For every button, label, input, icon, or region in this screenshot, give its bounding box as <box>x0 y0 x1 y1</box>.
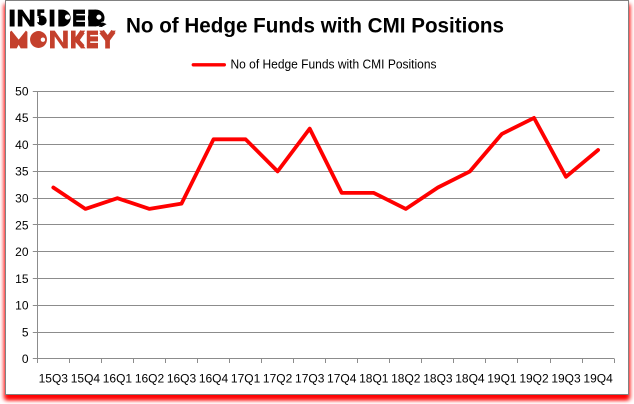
svg-text:17Q2: 17Q2 <box>263 372 293 386</box>
svg-text:16Q3: 16Q3 <box>167 372 197 386</box>
svg-text:No of Hedge Funds with CMI Pos: No of Hedge Funds with CMI Positions <box>126 13 504 37</box>
svg-text:18Q4: 18Q4 <box>455 372 485 386</box>
svg-text:15Q4: 15Q4 <box>71 372 101 386</box>
svg-text:19Q4: 19Q4 <box>583 372 613 386</box>
svg-text:5: 5 <box>22 325 29 339</box>
svg-text:17Q1: 17Q1 <box>231 372 261 386</box>
svg-text:15Q3: 15Q3 <box>39 372 69 386</box>
svg-text:19Q3: 19Q3 <box>551 372 581 386</box>
svg-text:19Q1: 19Q1 <box>487 372 517 386</box>
svg-text:17Q4: 17Q4 <box>327 372 357 386</box>
svg-text:18Q1: 18Q1 <box>359 372 389 386</box>
svg-text:17Q3: 17Q3 <box>295 372 325 386</box>
svg-text:50: 50 <box>15 84 29 98</box>
svg-text:40: 40 <box>15 138 29 152</box>
svg-text:No of Hedge Funds with CMI Pos: No of Hedge Funds with CMI Positions <box>231 57 437 72</box>
svg-text:20: 20 <box>15 245 29 259</box>
svg-text:19Q2: 19Q2 <box>519 372 549 386</box>
svg-text:10: 10 <box>15 299 29 313</box>
svg-text:35: 35 <box>15 165 29 179</box>
svg-text:18Q3: 18Q3 <box>423 372 453 386</box>
svg-text:30: 30 <box>15 192 29 206</box>
svg-text:45: 45 <box>15 111 29 125</box>
svg-text:16Q2: 16Q2 <box>135 372 165 386</box>
svg-text:16Q4: 16Q4 <box>199 372 229 386</box>
svg-text:15: 15 <box>15 272 29 286</box>
svg-text:18Q2: 18Q2 <box>391 372 421 386</box>
svg-text:16Q1: 16Q1 <box>103 372 133 386</box>
svg-text:0: 0 <box>22 352 29 366</box>
svg-text:25: 25 <box>15 218 29 232</box>
